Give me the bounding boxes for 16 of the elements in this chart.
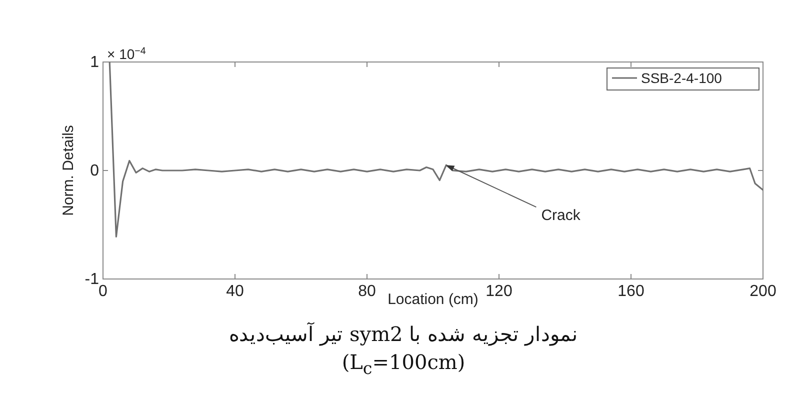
text: (L$_{c}$=100cm) [340,350,466,378]
annotation: × 10$^{−4}$ [107,46,146,62]
x-tick-label: 40 [226,283,244,300]
text: نمودار تجزیه شده با sym2 تیر آسیب‌دیده [228,322,580,346]
y-tick-label: 0 [90,162,100,180]
x-axis-title: Location (cm) [388,291,478,308]
legend-label: SSB-2-4-100 [641,70,722,86]
x-tick-label: 80 [358,283,376,300]
y-tick-label: 1 [90,54,100,71]
y-tick-label: -1 [84,271,100,288]
x-tick-label: 120 [486,283,512,300]
x-tick-label: 160 [618,283,644,300]
y-axis-title: Norm. Details [60,125,77,216]
x-tick-label: 200 [750,283,776,300]
annotation: Crack [541,207,581,224]
line-series [108,62,763,238]
